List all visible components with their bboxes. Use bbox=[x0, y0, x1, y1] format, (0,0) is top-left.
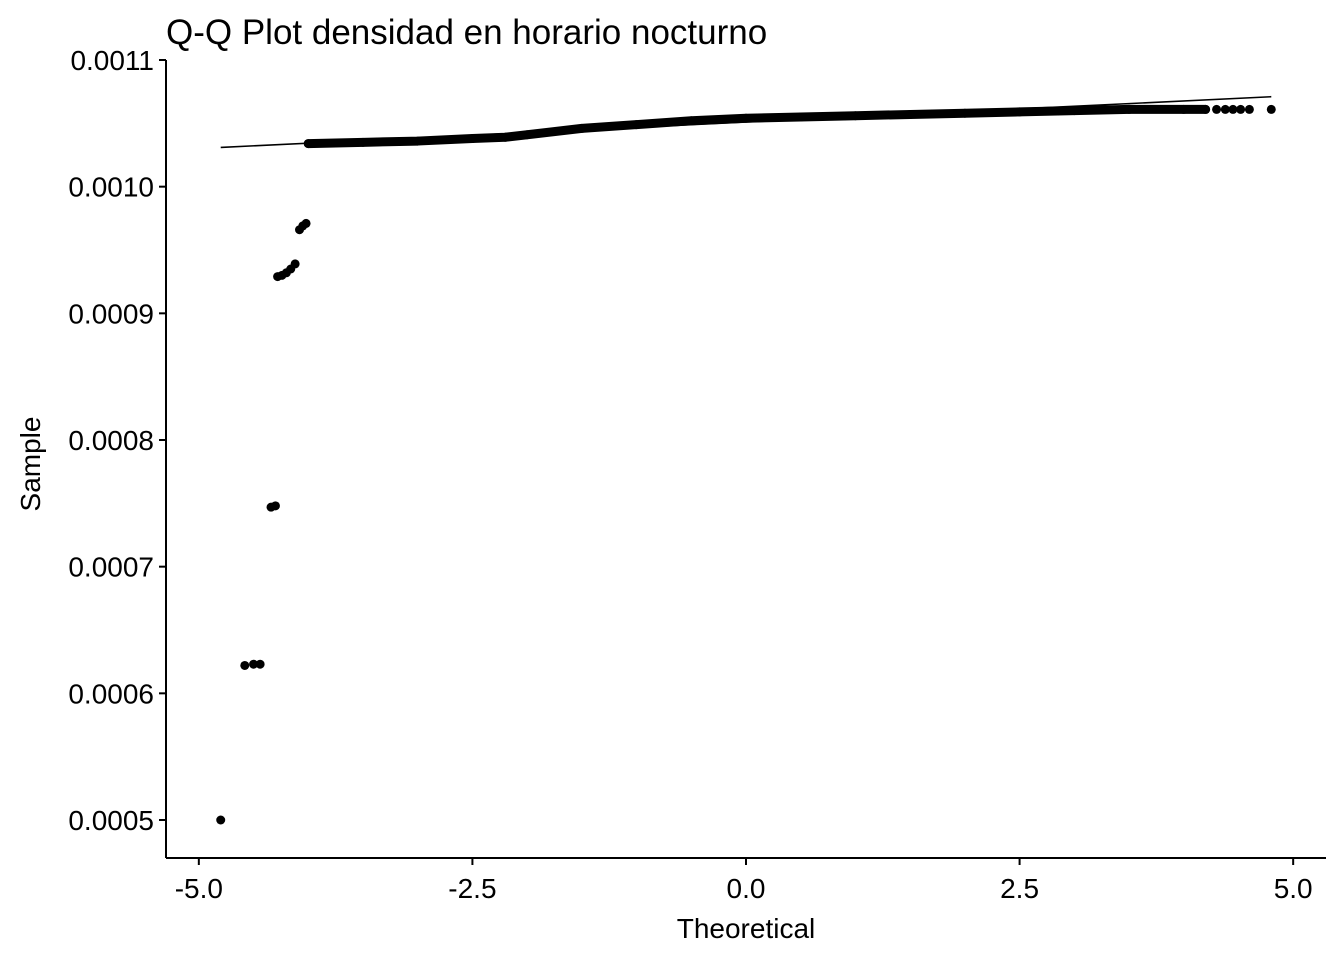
data-point bbox=[1069, 106, 1079, 116]
data-point bbox=[270, 501, 280, 511]
data-point bbox=[301, 218, 311, 228]
plot-area bbox=[216, 95, 1276, 825]
data-point bbox=[1236, 104, 1246, 114]
data-point bbox=[1179, 104, 1189, 114]
chart-title: Q-Q Plot densidad en horario nocturno bbox=[166, 13, 767, 52]
data-point bbox=[1244, 104, 1254, 114]
data-point bbox=[1220, 104, 1230, 114]
x-tick-label: 2.5 bbox=[1000, 873, 1039, 904]
data-point bbox=[413, 136, 423, 146]
data-point bbox=[1212, 104, 1222, 114]
reference-line bbox=[220, 95, 1272, 149]
x-tick-label: 0.0 bbox=[727, 873, 766, 904]
data-point bbox=[358, 137, 368, 147]
x-tick-label: -5.0 bbox=[175, 873, 223, 904]
data-point bbox=[1201, 104, 1211, 114]
x-tick-label: -2.5 bbox=[448, 873, 496, 904]
data-point bbox=[216, 815, 226, 825]
data-point bbox=[467, 134, 477, 144]
y-tick-label: 0.0008 bbox=[68, 425, 154, 456]
y-axis-title: Sample bbox=[15, 417, 46, 512]
data-point bbox=[960, 108, 970, 118]
data-point bbox=[1228, 104, 1238, 114]
data-point bbox=[1124, 104, 1134, 114]
y-tick-label: 0.0007 bbox=[68, 552, 154, 583]
data-point bbox=[290, 259, 300, 269]
data-point bbox=[240, 660, 250, 670]
data-point bbox=[522, 130, 532, 140]
data-point bbox=[741, 113, 751, 123]
data-point-band bbox=[303, 104, 1211, 149]
data-point bbox=[850, 111, 860, 121]
data-point bbox=[686, 116, 696, 126]
data-point bbox=[255, 659, 265, 669]
x-tick-label: 5.0 bbox=[1274, 873, 1313, 904]
y-tick-label: 0.0010 bbox=[68, 172, 154, 203]
data-point bbox=[249, 659, 259, 669]
y-tick-label: 0.0005 bbox=[68, 805, 154, 836]
x-axis-ticks: -5.0 -2.5 0.0 2.5 5.0 bbox=[175, 858, 1313, 904]
y-tick-label: 0.0006 bbox=[68, 678, 154, 709]
data-point bbox=[1266, 104, 1276, 114]
data-point bbox=[500, 132, 510, 142]
y-axis-ticks: 0.0005 0.0006 0.0007 0.0008 0.0009 0.0010 0.00… bbox=[68, 45, 166, 836]
points-layer bbox=[216, 104, 1276, 825]
x-axis-title: Theoretical bbox=[677, 913, 816, 944]
y-tick-label: 0.0011 bbox=[70, 45, 154, 76]
data-point bbox=[577, 123, 587, 133]
y-tick-label: 0.0009 bbox=[68, 298, 154, 329]
